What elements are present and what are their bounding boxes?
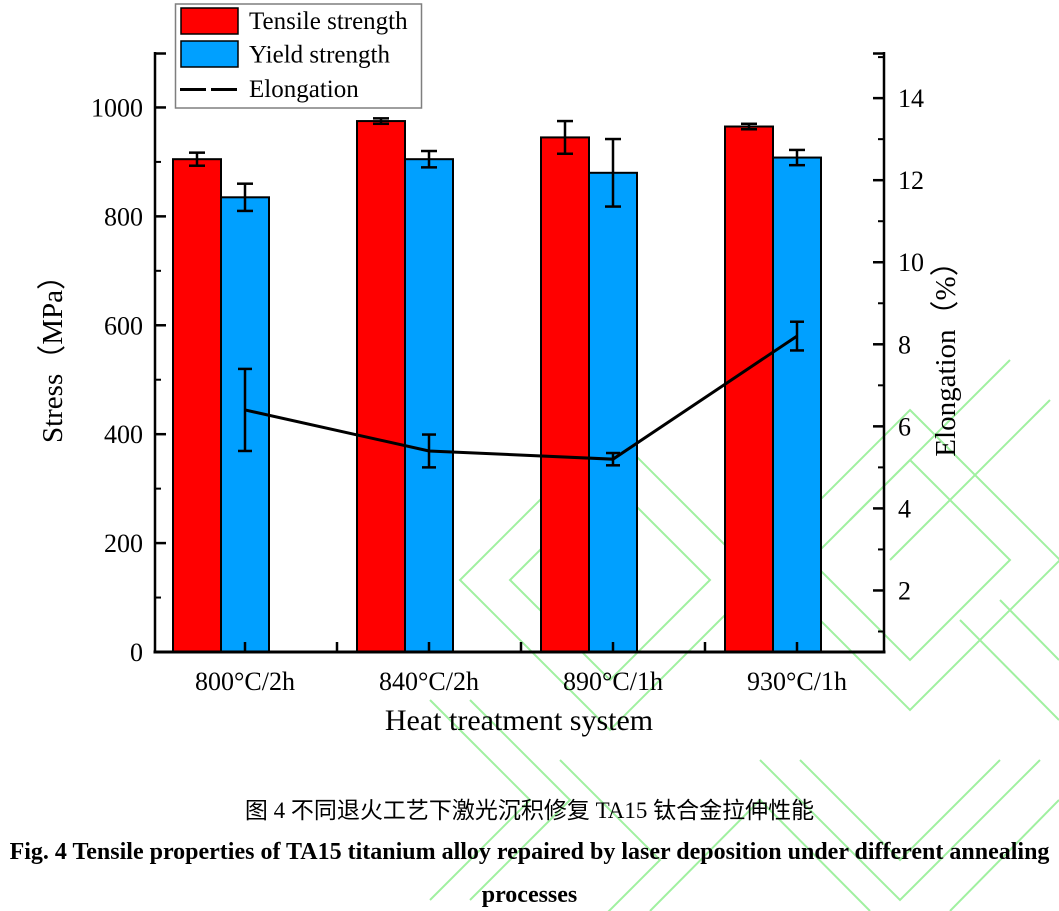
x-axis-category-label: 800°C/2h [195,667,295,696]
bar-tensile-1 [356,120,406,654]
left-axis-tick-label: 600 [104,311,143,340]
right-axis-title: Elongation（%） [930,247,962,456]
elongation-series [238,320,804,469]
watermark [429,359,1059,911]
bar-yield-1 [404,158,454,653]
right-axis-tick-label: 12 [898,166,924,195]
bar-tensile-2 [540,136,590,653]
left-axis-tick-label: 0 [130,638,143,667]
legend-label: Yield strength [249,42,390,69]
legend-label: Tensile strength [249,8,408,35]
right-axis-tick-label: 4 [898,494,911,523]
left-axis-tick-label: 800 [104,202,143,231]
caption-english-line2: processes [481,882,578,908]
bar-error-bars [189,117,805,213]
legend-swatch-tensile [180,7,239,35]
right-axis-tick-label: 14 [898,84,924,113]
left-axis-tick-label: 200 [104,529,143,558]
legend-swatch-yield [180,40,239,68]
left-axis-tick-label: 400 [104,420,143,449]
x-axis-category-label: 890°C/1h [563,667,663,696]
x-axis-category-label: 930°C/1h [747,667,847,696]
right-axis-tick-label: 10 [898,248,924,277]
caption-english-line1: Fig. 4 Tensile properties of TA15 titani… [9,839,1050,865]
left-axis-tick-label: 1000 [91,93,143,122]
bar-yield-2 [588,171,638,654]
axes: 0 200 400 600 800 1000 2 4 6 8 10 12 14 800°C/2h 840°C… [37,52,962,737]
bar-tensile-3 [724,125,774,654]
left-axis-title: Stress（MPa） [37,261,69,443]
legend: Tensile strength Yield strength Elongation [174,3,423,109]
caption-chinese: 图 4 不同退火工艺下激光沉积修复 TA15 钛合金拉伸性能 [244,798,815,823]
right-axis-tick-label: 6 [898,412,911,441]
bar-yield-3 [772,156,822,653]
bar-tensile-0 [172,158,222,653]
x-axis-title: Heat treatment system [385,704,653,737]
elongation-line [244,334,798,461]
x-axis-category-label: 840°C/2h [379,667,479,696]
legend-label: Elongation [249,76,359,103]
right-axis-tick-label: 2 [898,576,911,605]
right-axis-tick-label: 8 [898,330,911,359]
